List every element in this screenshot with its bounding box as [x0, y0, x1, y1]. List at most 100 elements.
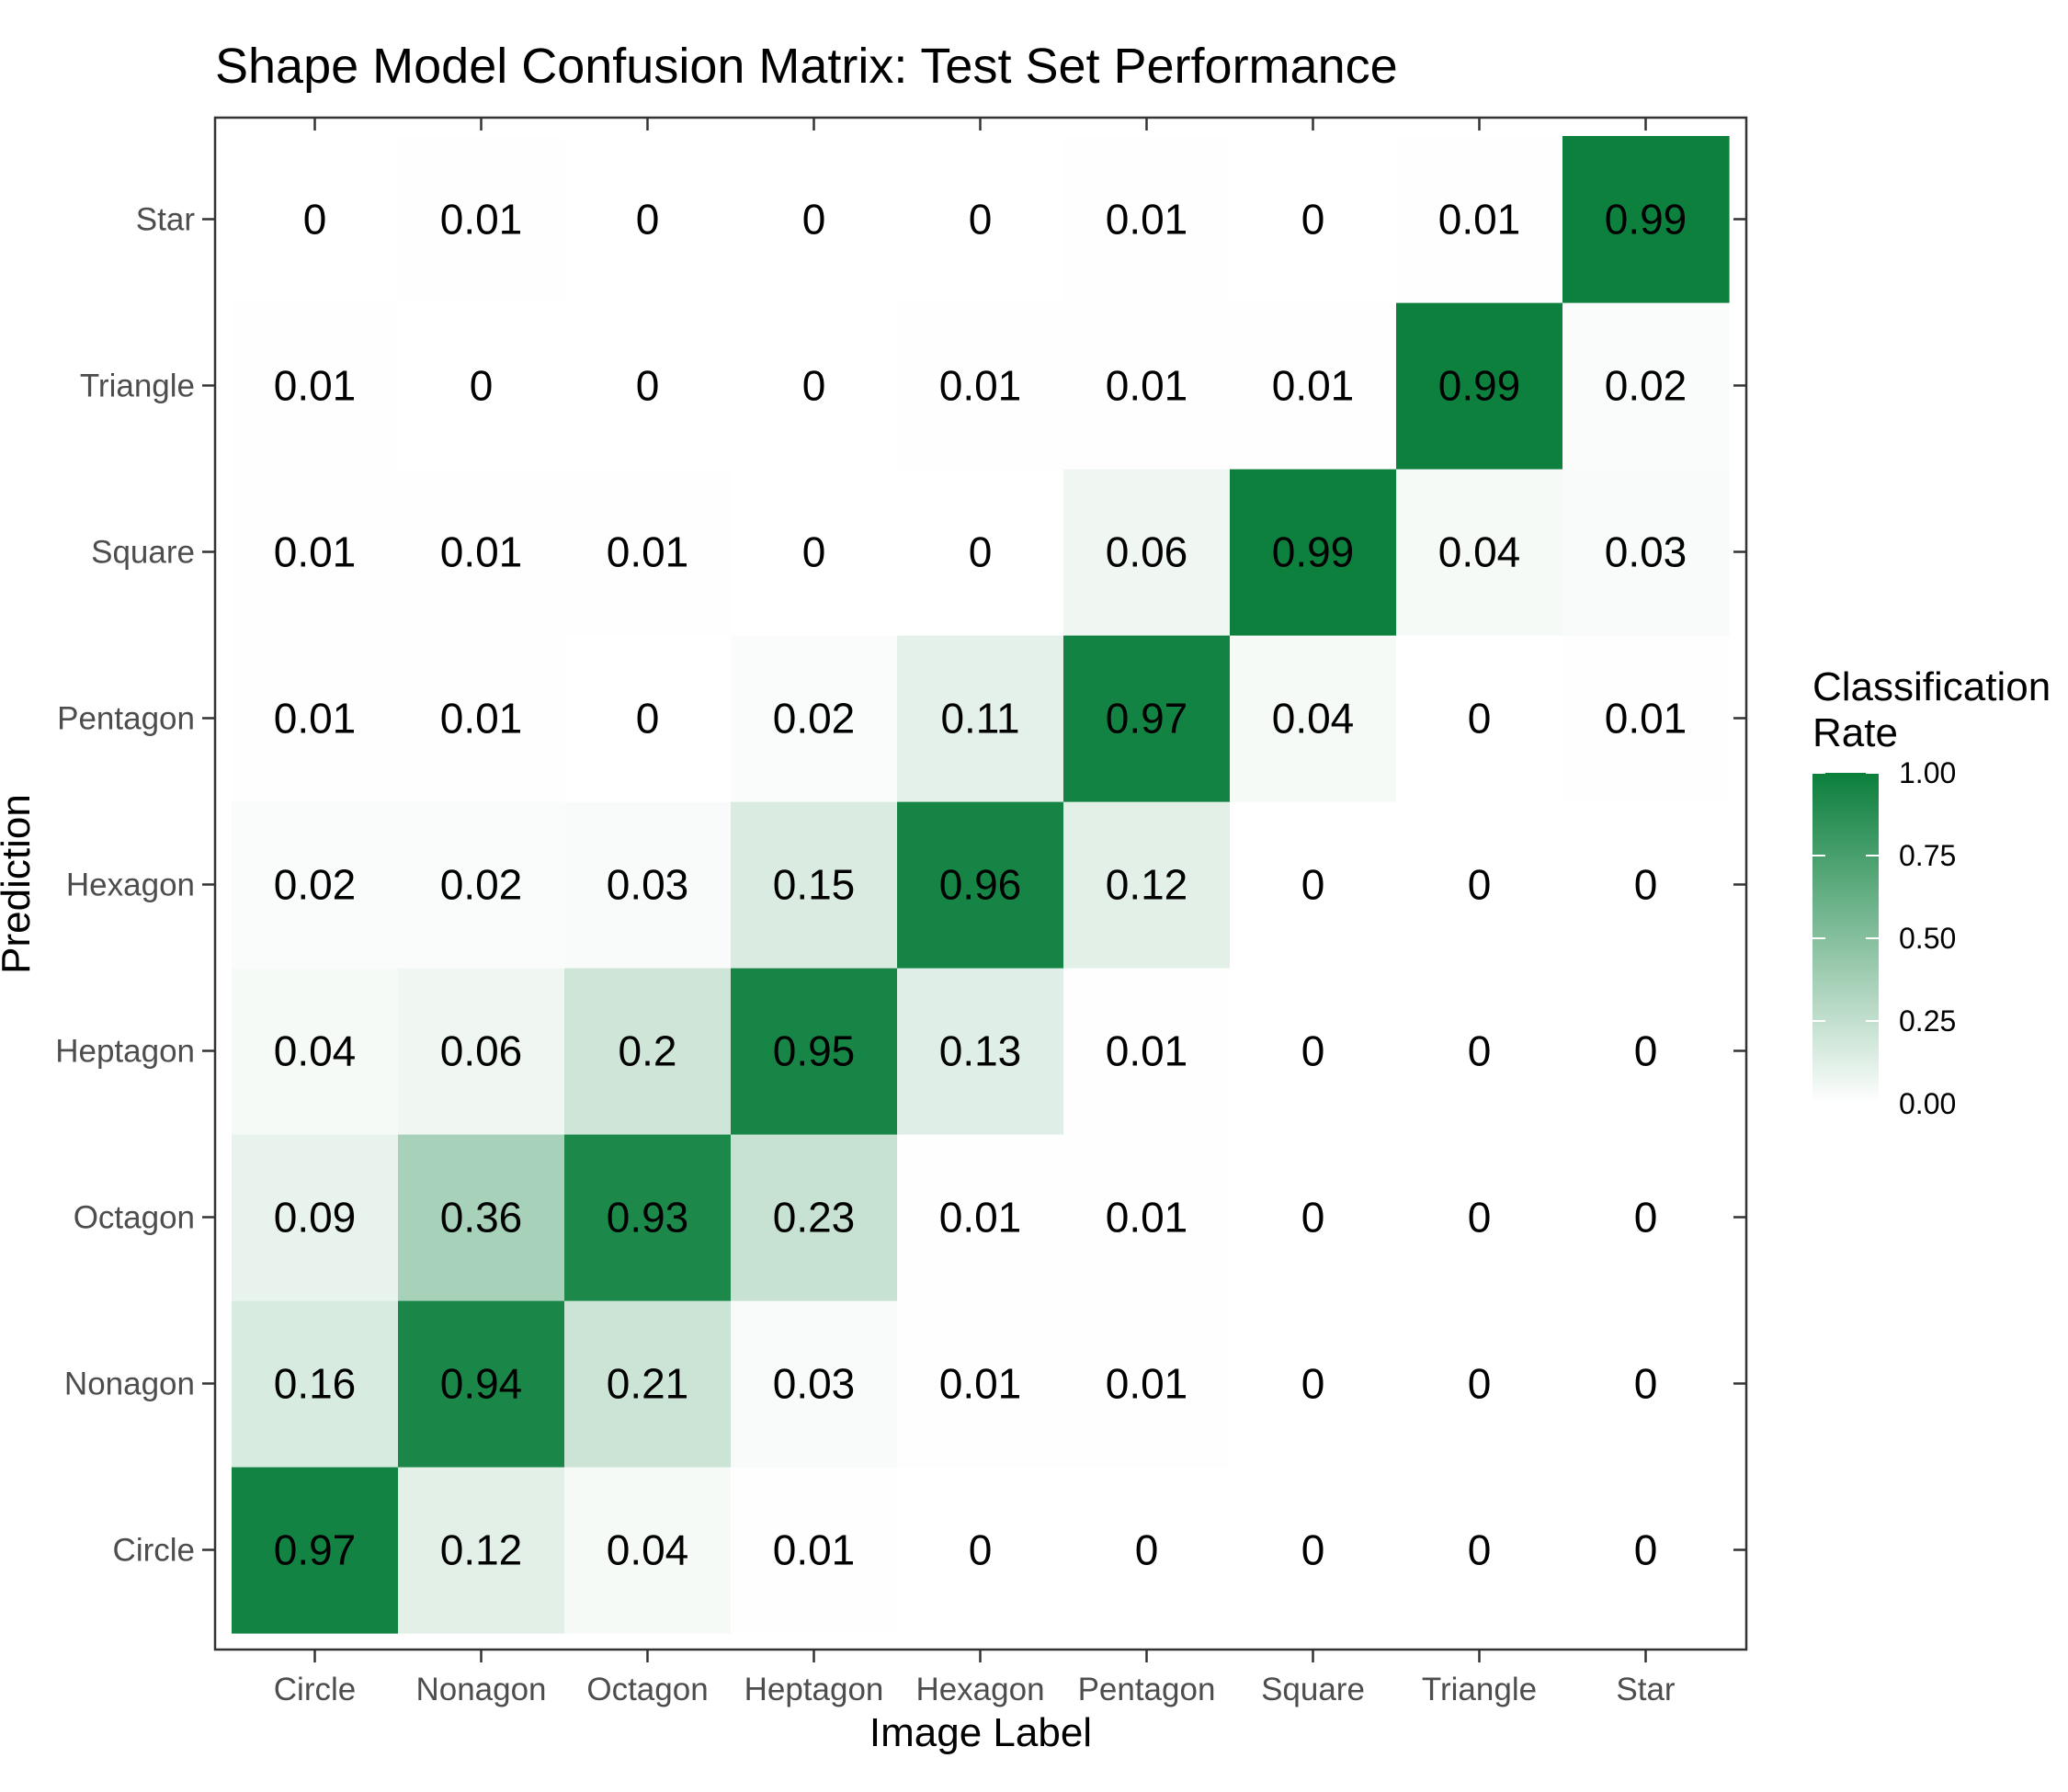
cell-heptagon-heptagon [731, 968, 898, 1135]
cell-value-nonagon-pentagon: 0.01 [1106, 1360, 1188, 1408]
cell-value-hexagon-triangle: 0 [1468, 861, 1492, 909]
cell-value-nonagon-nonagon: 0.94 [440, 1360, 523, 1408]
cell-value-octagon-hexagon: 0.01 [939, 1194, 1022, 1242]
cell-hexagon-star [1562, 801, 1730, 969]
cell-value-pentagon-circle: 0.01 [274, 695, 357, 743]
x-tick-label-nonagon: Nonagon [415, 1672, 546, 1707]
cell-hexagon-triangle [1396, 801, 1563, 969]
cell-value-octagon-heptagon: 0.23 [773, 1194, 856, 1242]
cell-triangle-heptagon [731, 302, 898, 470]
cell-circle-square [1230, 1467, 1397, 1634]
cell-octagon-nonagon [398, 1134, 565, 1301]
x-tick-label-circle: Circle [274, 1672, 356, 1707]
cell-value-heptagon-triangle: 0 [1468, 1027, 1492, 1075]
cell-octagon-pentagon [1063, 1134, 1231, 1301]
cell-square-hexagon [897, 469, 1064, 636]
y-tick-label-triangle: Triangle [80, 369, 195, 404]
cell-nonagon-square [1230, 1300, 1397, 1468]
cell-value-octagon-octagon: 0.93 [607, 1194, 689, 1242]
y-tick-label-square: Square [91, 535, 195, 571]
y-tick-label-nonagon: Nonagon [64, 1367, 195, 1402]
cell-heptagon-circle [232, 968, 399, 1135]
cell-octagon-star [1562, 1134, 1730, 1301]
cell-hexagon-circle [232, 801, 399, 969]
cell-star-circle [232, 136, 399, 303]
cell-value-circle-octagon: 0.04 [607, 1526, 689, 1574]
cell-heptagon-nonagon [398, 968, 565, 1135]
cell-triangle-square [1230, 302, 1397, 470]
cell-value-octagon-pentagon: 0.01 [1106, 1194, 1188, 1242]
cell-value-nonagon-square: 0 [1301, 1360, 1325, 1408]
y-tick-label-pentagon: Pentagon [57, 701, 195, 737]
cell-circle-hexagon [897, 1467, 1064, 1634]
heatmap-cell-labels: 0.97 0.12 0.04 0.01 0 0 0 0 0 0.16 0.94 0.21 0.03 0.0… [274, 196, 1687, 1574]
cell-value-hexagon-hexagon: 0.96 [939, 861, 1022, 909]
cell-heptagon-hexagon [897, 968, 1064, 1135]
legend-title-line-2: Rate [1812, 710, 1898, 755]
cell-heptagon-octagon [564, 968, 732, 1135]
cell-value-heptagon-circle: 0.04 [274, 1027, 357, 1075]
chart-title: Shape Model Confusion Matrix: Test Set P… [215, 39, 1398, 94]
cell-value-star-circle: 0 [303, 196, 327, 244]
cell-pentagon-nonagon [398, 635, 565, 802]
cell-hexagon-hexagon [897, 801, 1064, 969]
cell-pentagon-pentagon [1063, 635, 1231, 802]
cell-value-hexagon-pentagon: 0.12 [1106, 861, 1188, 909]
x-tick-label-hexagon: Hexagon [915, 1672, 1044, 1707]
x-tick-label-heptagon: Heptagon [744, 1672, 884, 1707]
cell-value-square-nonagon: 0.01 [440, 528, 523, 576]
cell-square-octagon [564, 469, 732, 636]
cell-value-square-pentagon: 0.06 [1106, 528, 1188, 576]
cell-value-star-octagon: 0 [636, 196, 660, 244]
cell-value-circle-star: 0 [1634, 1526, 1658, 1574]
cell-heptagon-pentagon [1063, 968, 1231, 1135]
heatmap-cells [232, 136, 1730, 1634]
cell-octagon-octagon [564, 1134, 732, 1301]
cell-octagon-heptagon [731, 1134, 898, 1301]
cell-pentagon-octagon [564, 635, 732, 802]
cell-value-triangle-triangle: 0.99 [1438, 362, 1521, 410]
legend-tick-label-1-00: 1.00 [1899, 756, 1956, 789]
cell-pentagon-triangle [1396, 635, 1563, 802]
cell-octagon-hexagon [897, 1134, 1064, 1301]
x-tick-label-octagon: Octagon [586, 1672, 708, 1707]
legend-tick-label-0-50: 0.50 [1899, 922, 1956, 955]
x-tick-label-pentagon: Pentagon [1078, 1672, 1216, 1707]
cell-value-octagon-star: 0 [1634, 1194, 1658, 1242]
cell-nonagon-pentagon [1063, 1300, 1231, 1468]
y-tick-label-circle: Circle [113, 1533, 195, 1569]
cell-nonagon-octagon [564, 1300, 732, 1468]
cell-value-circle-heptagon: 0.01 [773, 1526, 856, 1574]
cell-value-octagon-nonagon: 0.36 [440, 1194, 523, 1242]
cell-square-square [1230, 469, 1397, 636]
y-tick-label-hexagon: Hexagon [66, 868, 195, 903]
cell-value-heptagon-nonagon: 0.06 [440, 1027, 523, 1075]
cell-square-star [1562, 469, 1730, 636]
cell-circle-nonagon [398, 1467, 565, 1634]
cell-value-triangle-star: 0.02 [1605, 362, 1687, 410]
cell-star-star [1562, 136, 1730, 303]
cell-value-pentagon-heptagon: 0.02 [773, 695, 856, 743]
cell-square-nonagon [398, 469, 565, 636]
cell-triangle-hexagon [897, 302, 1064, 470]
cell-triangle-octagon [564, 302, 732, 470]
cell-star-square [1230, 136, 1397, 303]
cell-hexagon-square [1230, 801, 1397, 969]
cell-value-star-star: 0.99 [1605, 196, 1687, 244]
cell-value-pentagon-octagon: 0 [636, 695, 660, 743]
cell-value-heptagon-hexagon: 0.13 [939, 1027, 1022, 1075]
cell-square-triangle [1396, 469, 1563, 636]
legend-title-line-1: Classification [1812, 664, 2051, 709]
cell-value-square-star: 0.03 [1605, 528, 1687, 576]
cell-square-pentagon [1063, 469, 1231, 636]
cell-value-square-circle: 0.01 [274, 528, 357, 576]
cell-star-octagon [564, 136, 732, 303]
cell-circle-star [1562, 1467, 1730, 1634]
cell-octagon-triangle [1396, 1134, 1563, 1301]
cell-value-nonagon-octagon: 0.21 [607, 1360, 689, 1408]
cell-value-triangle-heptagon: 0 [802, 362, 826, 410]
cell-value-triangle-octagon: 0 [636, 362, 660, 410]
cell-value-triangle-circle: 0.01 [274, 362, 357, 410]
cell-pentagon-square [1230, 635, 1397, 802]
